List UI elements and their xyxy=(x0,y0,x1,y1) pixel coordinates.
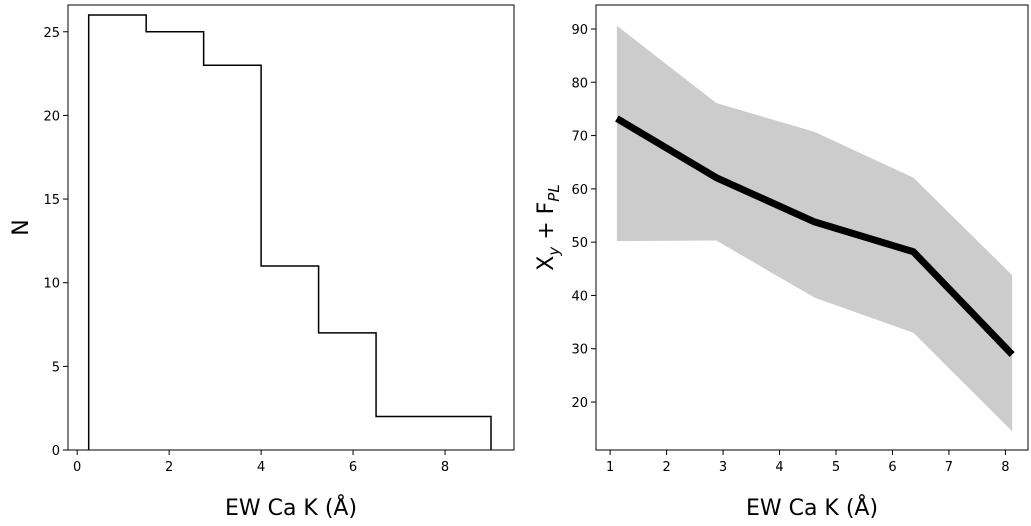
histogram-x-tick-label: 4 xyxy=(257,460,265,475)
line-x-tick-label: 1 xyxy=(606,460,614,475)
uncertainty-band xyxy=(616,25,1013,432)
histogram-x-ticks: 0 2 4 6 8 xyxy=(73,450,449,475)
line-y-tick-label: 40 xyxy=(571,289,588,304)
histogram-y-tick-label: 5 xyxy=(52,360,60,375)
histogram-plot-area xyxy=(87,14,492,450)
histogram-x-axis-label: EW Ca K (Å) xyxy=(225,494,357,521)
line-plot-area xyxy=(615,25,1015,432)
histogram-y-axis-label: N xyxy=(9,219,34,235)
line-y-ticks: 20 30 40 50 60 70 80 90 xyxy=(571,23,596,411)
ylabel-sub2: PL xyxy=(545,184,563,201)
histogram-y-ticks: 0 5 10 15 20 25 xyxy=(43,26,68,459)
histogram-axes-frame xyxy=(67,4,515,451)
histogram-y-tick-label: 10 xyxy=(43,277,60,292)
line-y-tick-label: 50 xyxy=(571,236,588,251)
ylabel-main: X xyxy=(534,256,559,271)
line-y-axis-label: Xy + FPL xyxy=(534,184,563,270)
ylabel-sub: y xyxy=(545,246,563,257)
line-axes-frame xyxy=(595,4,1029,451)
line-x-tick-label: 5 xyxy=(832,460,840,475)
line-y-tick-label: 90 xyxy=(571,23,588,38)
line-x-tick-label: 8 xyxy=(1001,460,1009,475)
histogram-x-tick-label: 0 xyxy=(73,460,81,475)
histogram-y-tick-label: 20 xyxy=(43,109,60,124)
line-y-tick-label: 60 xyxy=(571,183,588,198)
line-x-tick-label: 4 xyxy=(775,460,783,475)
line-x-ticks: 1 2 3 4 5 6 7 8 xyxy=(606,450,1010,475)
histogram-y-tick-label: 0 xyxy=(52,444,60,459)
line-x-tick-label: 3 xyxy=(719,460,727,475)
histogram-step-line xyxy=(87,14,492,450)
line-y-tick-label: 80 xyxy=(571,76,588,91)
line-x-tick-label: 7 xyxy=(945,460,953,475)
histogram-x-tick-label: 8 xyxy=(441,460,449,475)
histogram-panel: 0 2 4 6 8 0 5 10 15 20 25 EW Ca K (Å) N xyxy=(9,4,515,521)
histogram-y-tick-label: 15 xyxy=(43,193,60,208)
histogram-y-tick-label: 25 xyxy=(43,26,60,41)
line-x-tick-label: 6 xyxy=(888,460,896,475)
line-band-panel: 1 2 3 4 5 6 7 8 20 30 40 50 60 70 80 90 EW Ca K (Å) Xy… xyxy=(534,4,1029,521)
line-x-tick-label: 2 xyxy=(662,460,670,475)
ylabel-mid: + F xyxy=(534,202,559,247)
histogram-x-tick-label: 2 xyxy=(165,460,173,475)
line-y-tick-label: 70 xyxy=(571,130,588,145)
mean-line xyxy=(615,115,1015,358)
histogram-x-tick-label: 6 xyxy=(349,460,357,475)
line-y-tick-label: 30 xyxy=(571,343,588,358)
line-y-tick-label: 20 xyxy=(571,396,588,411)
line-x-axis-label: EW Ca K (Å) xyxy=(746,494,878,521)
